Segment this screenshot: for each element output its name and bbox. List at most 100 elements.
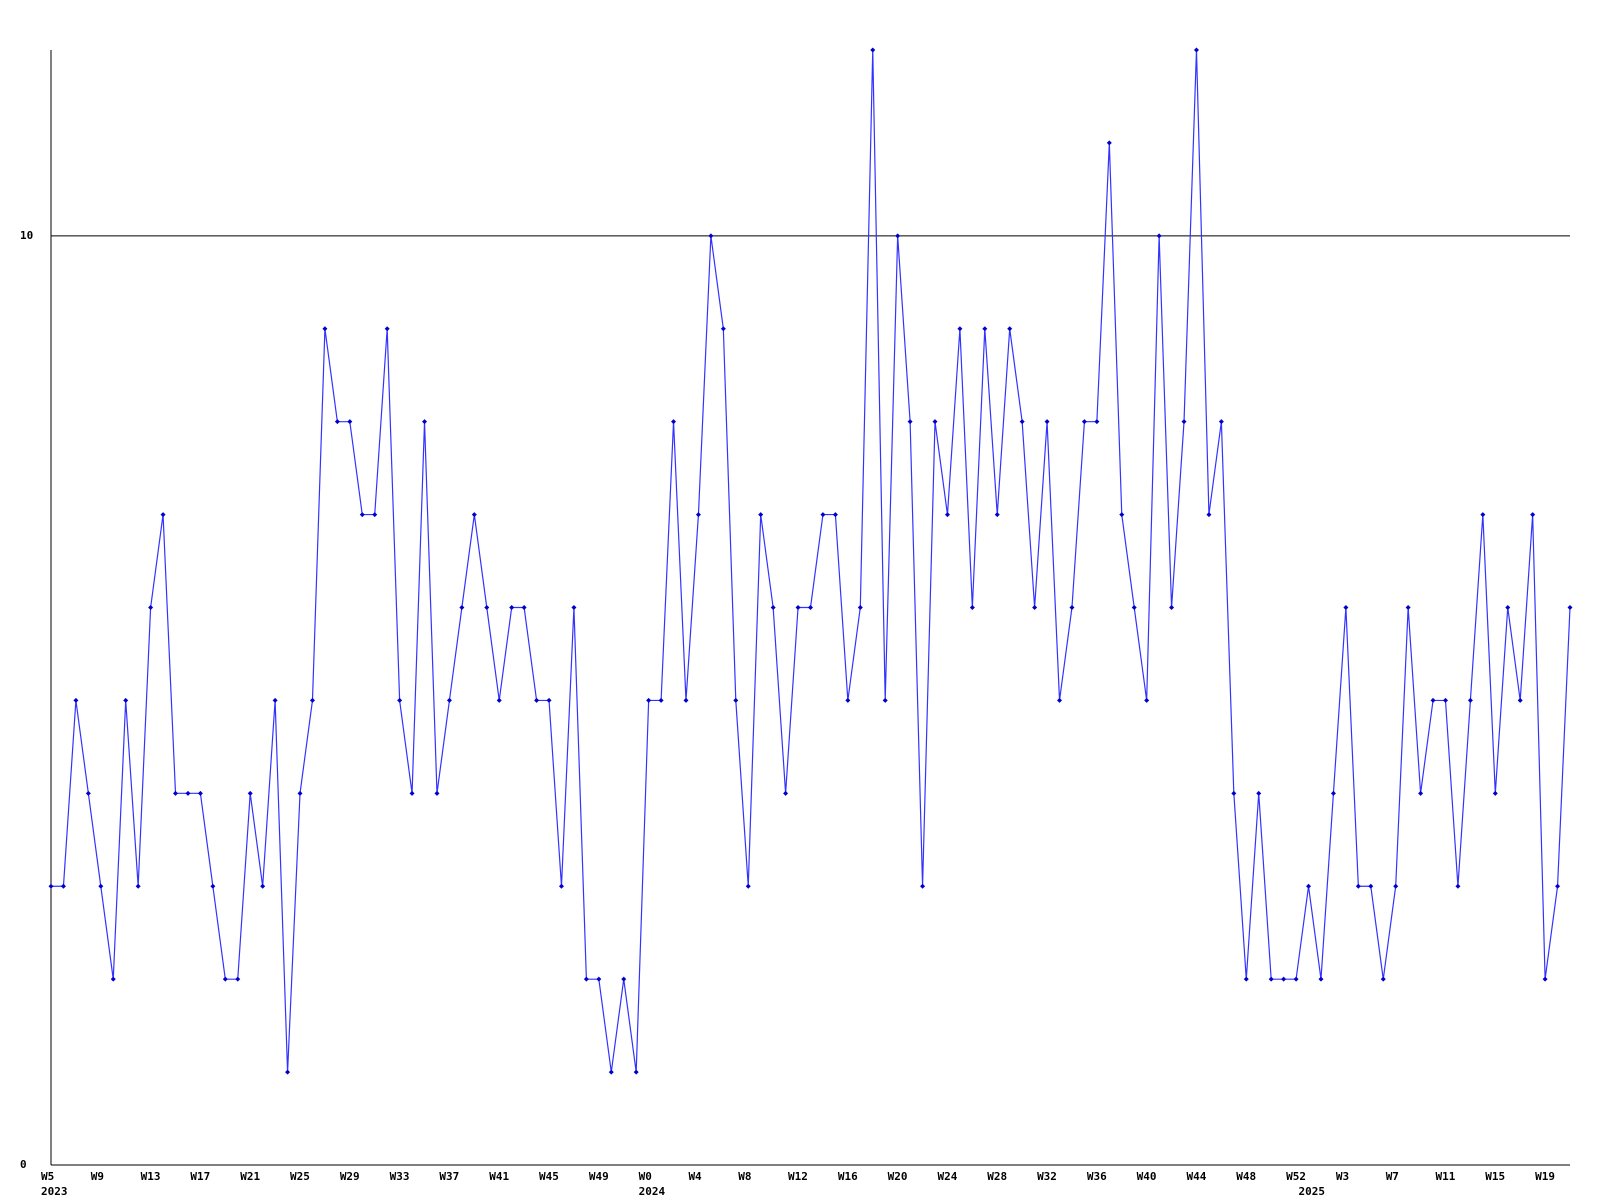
point-marker <box>1281 976 1287 982</box>
x-tick-label: W11 <box>1435 1170 1455 1183</box>
point-marker <box>708 233 714 239</box>
point-marker <box>521 605 527 610</box>
point-marker <box>409 790 415 796</box>
point-marker <box>1405 605 1411 610</box>
point-marker <box>135 883 141 889</box>
point-marker <box>484 605 490 610</box>
point-marker <box>808 605 813 610</box>
point-marker <box>671 419 677 425</box>
point-marker <box>895 233 901 239</box>
point-marker <box>359 512 365 518</box>
x-tick-label: W37 <box>439 1170 459 1183</box>
point-marker <box>1206 512 1212 518</box>
x-tick-label: W20 <box>888 1170 908 1183</box>
point-marker <box>1106 140 1112 146</box>
point-marker <box>148 605 154 610</box>
point-marker <box>1567 605 1573 610</box>
point-marker <box>1355 883 1361 889</box>
point-marker <box>994 512 1000 518</box>
point-marker <box>1330 790 1336 796</box>
point-marker <box>1505 605 1511 610</box>
point-marker <box>1442 697 1448 703</box>
point-marker <box>558 883 564 889</box>
point-marker <box>1455 883 1461 889</box>
point-marker <box>1218 419 1224 425</box>
point-marker <box>1492 790 1498 796</box>
x-tick-label: W7 <box>1386 1170 1399 1183</box>
point-marker <box>1393 883 1399 889</box>
point-marker <box>235 976 241 982</box>
point-marker <box>1530 512 1536 518</box>
point-marker <box>422 419 428 425</box>
point-marker <box>185 790 191 796</box>
point-marker <box>173 790 179 796</box>
x-tick-label: W45 <box>539 1170 559 1183</box>
point-marker <box>322 326 328 332</box>
point-marker <box>621 976 627 982</box>
point-marker <box>285 1069 291 1075</box>
point-marker <box>1094 419 1100 425</box>
point-marker <box>1181 419 1187 425</box>
x-tick-label: W48 <box>1236 1170 1256 1183</box>
point-marker <box>309 697 315 703</box>
x-tick-label: W32 <box>1037 1170 1057 1183</box>
point-marker <box>982 326 988 332</box>
point-marker <box>845 697 851 703</box>
point-marker <box>534 697 540 703</box>
x-tick-label: W44 <box>1186 1170 1206 1183</box>
point-marker <box>222 976 228 982</box>
point-marker <box>907 419 913 425</box>
point-marker <box>509 605 515 610</box>
x-tick-label: W13 <box>141 1170 161 1183</box>
point-marker <box>247 790 253 796</box>
point-marker <box>857 605 863 610</box>
point-marker <box>1555 883 1561 889</box>
x-tick-label: W33 <box>390 1170 410 1183</box>
point-marker <box>1243 976 1249 982</box>
point-marker <box>160 512 166 518</box>
point-marker <box>1430 697 1436 703</box>
point-marker <box>820 512 826 518</box>
x-tick-label: W4 <box>688 1170 702 1183</box>
point-marker <box>1044 419 1050 425</box>
data-line <box>51 49 1571 1073</box>
point-marker <box>1418 790 1424 796</box>
point-marker <box>932 419 938 425</box>
point-marker <box>1156 233 1162 239</box>
point-marker <box>260 883 266 889</box>
x-tick-label: W17 <box>190 1170 210 1183</box>
point-marker <box>770 605 776 610</box>
point-marker <box>272 697 278 703</box>
point-marker <box>832 512 838 518</box>
x-tick-label: W5 <box>41 1170 54 1183</box>
point-marker <box>1318 976 1324 982</box>
x-tick-label: W28 <box>987 1170 1007 1183</box>
point-marker <box>745 883 751 889</box>
point-marker <box>758 512 764 518</box>
x-tick-label: W29 <box>340 1170 360 1183</box>
point-marker <box>957 326 963 332</box>
point-marker <box>546 697 552 703</box>
point-marker <box>1306 883 1312 889</box>
point-marker <box>496 697 502 703</box>
point-marker <box>60 883 66 889</box>
x-tick-label: W36 <box>1087 1170 1107 1183</box>
point-marker <box>608 1069 614 1075</box>
x-tick-label: W19 <box>1535 1170 1555 1183</box>
point-marker <box>210 883 216 889</box>
x-tick-label: W8 <box>738 1170 751 1183</box>
point-marker <box>110 976 116 982</box>
point-marker <box>1193 47 1199 53</box>
y-tick-label: 0 <box>20 1158 27 1171</box>
point-marker <box>658 697 664 703</box>
point-marker <box>123 697 129 703</box>
point-marker <box>1542 976 1548 982</box>
point-marker <box>1480 512 1486 518</box>
point-marker <box>596 976 602 982</box>
point-marker <box>733 697 739 703</box>
point-marker <box>459 605 465 610</box>
point-marker <box>1467 697 1473 703</box>
year-label: 2025 <box>1299 1185 1326 1198</box>
point-marker <box>1032 605 1038 610</box>
point-marker <box>1144 697 1150 703</box>
